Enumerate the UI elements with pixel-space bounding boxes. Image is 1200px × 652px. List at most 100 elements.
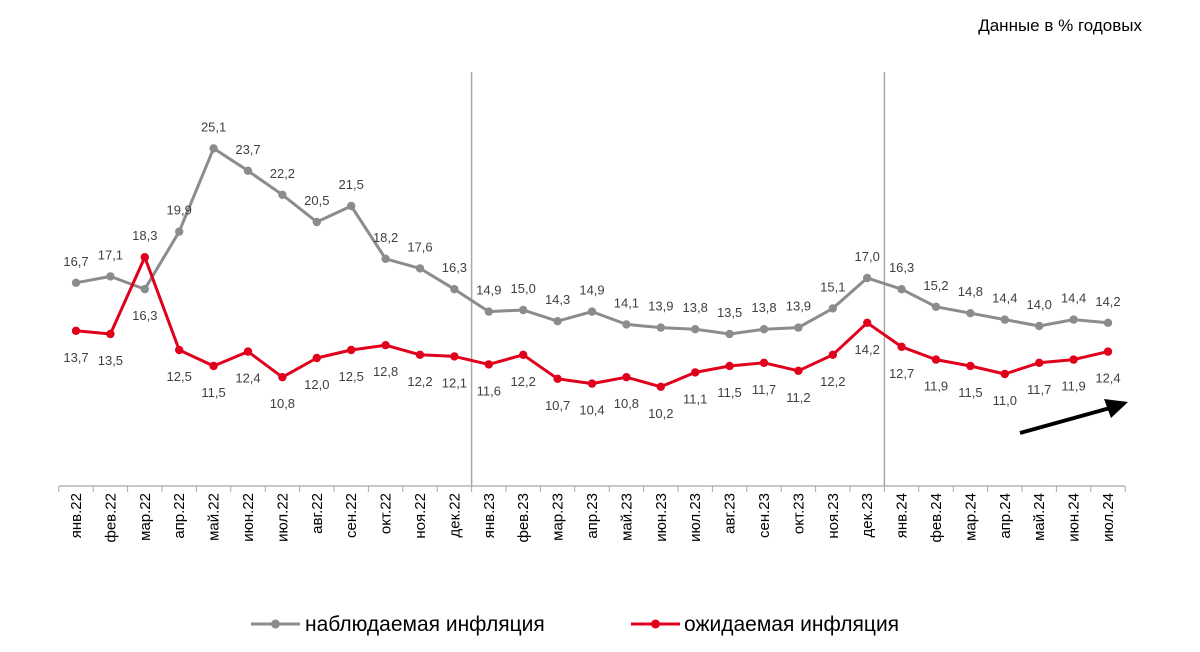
expected-point bbox=[1103, 347, 1113, 356]
expected-point bbox=[450, 352, 459, 361]
x-tick-label: мар.23 bbox=[550, 493, 567, 541]
observed-point bbox=[794, 323, 803, 332]
observed-data-label: 16,7 bbox=[63, 254, 88, 269]
observed-data-label: 17,1 bbox=[98, 247, 123, 262]
observed-data-label: 13,9 bbox=[648, 299, 673, 314]
x-tick-label: фев.22 bbox=[102, 493, 119, 543]
observed-data-label: 15,0 bbox=[511, 281, 536, 296]
observed-point bbox=[553, 317, 562, 326]
observed-data-label: 14,4 bbox=[1061, 291, 1086, 306]
x-tick-label: янв.23 bbox=[481, 493, 498, 538]
observed-data-label: 19,9 bbox=[167, 203, 192, 218]
expected-point bbox=[966, 361, 975, 371]
expected-inflation-line bbox=[75, 255, 1109, 389]
x-tick-label: фев.23 bbox=[515, 493, 532, 543]
observed-data-label: 13,5 bbox=[717, 305, 742, 320]
observed-data-label: 14,8 bbox=[958, 284, 983, 299]
legend-observed-marker bbox=[271, 619, 280, 629]
observed-point bbox=[209, 144, 218, 153]
expected-data-label: 11,6 bbox=[477, 383, 501, 398]
expected-data-label: 12,7 bbox=[889, 366, 914, 381]
x-tick-label: окт.22 bbox=[378, 493, 395, 534]
observed-data-label: 16,3 bbox=[132, 308, 157, 323]
x-tick-label: фев.24 bbox=[928, 493, 945, 543]
expected-data-label: 11,5 bbox=[201, 385, 225, 400]
x-tick-label: авг.23 bbox=[722, 493, 739, 534]
x-axis: янв.22 фев.22 мар.22 апр.22 май.22 июн.22 июл.… bbox=[58, 485, 1126, 543]
expected-data-label: 10,4 bbox=[579, 403, 604, 418]
expected-data-label: 18,3 bbox=[132, 228, 157, 243]
observed-data-label: 14,0 bbox=[1027, 297, 1052, 312]
expected-data-label: 12,2 bbox=[511, 374, 536, 389]
year-separators bbox=[470, 72, 886, 486]
trend-arrow-head bbox=[1104, 399, 1128, 418]
expected-point bbox=[1000, 369, 1009, 379]
observed-point bbox=[897, 285, 906, 294]
expected-point bbox=[794, 366, 803, 375]
observed-data-label: 22,2 bbox=[270, 166, 295, 181]
expected-point bbox=[1035, 358, 1044, 367]
expected-point bbox=[278, 373, 287, 382]
observed-point bbox=[1000, 315, 1009, 324]
expected-point bbox=[175, 345, 184, 355]
data-labels: 16,7 13,7 17,1 13,5 16,3 18,3 19,9 12,5 25,1 11,5… bbox=[63, 119, 1120, 420]
expected-data-label: 12,2 bbox=[820, 374, 845, 389]
observed-point bbox=[347, 201, 356, 211]
observed-point bbox=[278, 190, 287, 199]
observed-point bbox=[931, 302, 941, 311]
expected-point bbox=[209, 361, 218, 371]
x-tick-label: июл.22 bbox=[274, 493, 291, 542]
observed-data-label: 14,3 bbox=[545, 292, 570, 307]
expected-data-label: 12,5 bbox=[167, 369, 192, 384]
observed-data-label: 21,5 bbox=[339, 177, 364, 192]
x-tick-label: май.23 bbox=[618, 493, 635, 541]
observed-data-label: 20,5 bbox=[304, 193, 329, 208]
observed-point bbox=[828, 304, 837, 313]
observed-point bbox=[656, 323, 665, 332]
expected-data-label: 14,2 bbox=[855, 342, 880, 357]
observed-data-label: 15,1 bbox=[820, 279, 845, 294]
observed-data-label: 17,0 bbox=[855, 249, 880, 264]
x-tick-label: июн.23 bbox=[653, 493, 670, 542]
expected-data-label: 11,5 bbox=[717, 385, 741, 400]
observed-data-label: 14,1 bbox=[614, 295, 639, 310]
expected-point bbox=[1069, 355, 1078, 364]
observed-point bbox=[415, 264, 425, 273]
expected-data-label: 11,7 bbox=[752, 382, 776, 397]
expected-data-label: 12,8 bbox=[373, 364, 398, 379]
observed-data-label: 16,3 bbox=[889, 260, 914, 275]
legend-observed-label: наблюдаемая инфляция bbox=[305, 613, 545, 636]
x-tick-label: ноя.22 bbox=[412, 493, 429, 539]
expected-point bbox=[897, 342, 906, 351]
observed-point bbox=[725, 329, 734, 339]
legend: наблюдаемая инфляция ожидаемая инфляция bbox=[251, 613, 899, 636]
x-tick-label: сен.22 bbox=[343, 493, 360, 538]
series-lines bbox=[71, 144, 1113, 391]
expected-data-label: 11,0 bbox=[993, 393, 1017, 408]
x-tick-label: дек.22 bbox=[446, 493, 463, 538]
observed-point bbox=[1069, 315, 1078, 324]
observed-point bbox=[519, 305, 528, 315]
trend-arrow bbox=[1019, 399, 1128, 435]
expected-data-label: 10,2 bbox=[648, 406, 673, 421]
expected-data-label: 10,8 bbox=[614, 396, 639, 411]
observed-point bbox=[312, 217, 321, 227]
x-tick-label: июн.22 bbox=[240, 493, 257, 542]
observed-point bbox=[1103, 318, 1113, 327]
expected-point bbox=[243, 347, 253, 356]
expected-point bbox=[415, 350, 425, 359]
observed-point bbox=[1035, 321, 1044, 331]
observed-point bbox=[691, 325, 700, 334]
expected-data-label: 13,7 bbox=[63, 350, 88, 365]
expected-data-label: 12,0 bbox=[304, 377, 329, 392]
unit-note: Данные в % годовых bbox=[978, 16, 1142, 35]
expected-data-label: 12,4 bbox=[235, 371, 260, 386]
expected-point bbox=[106, 329, 115, 339]
observed-point bbox=[966, 309, 975, 318]
observed-data-label: 14,9 bbox=[476, 283, 501, 298]
expected-point bbox=[931, 355, 941, 364]
expected-point bbox=[691, 368, 700, 377]
x-tick-label: апр.22 bbox=[171, 493, 188, 539]
expected-data-label: 11,5 bbox=[958, 385, 982, 400]
expected-point bbox=[312, 353, 321, 363]
